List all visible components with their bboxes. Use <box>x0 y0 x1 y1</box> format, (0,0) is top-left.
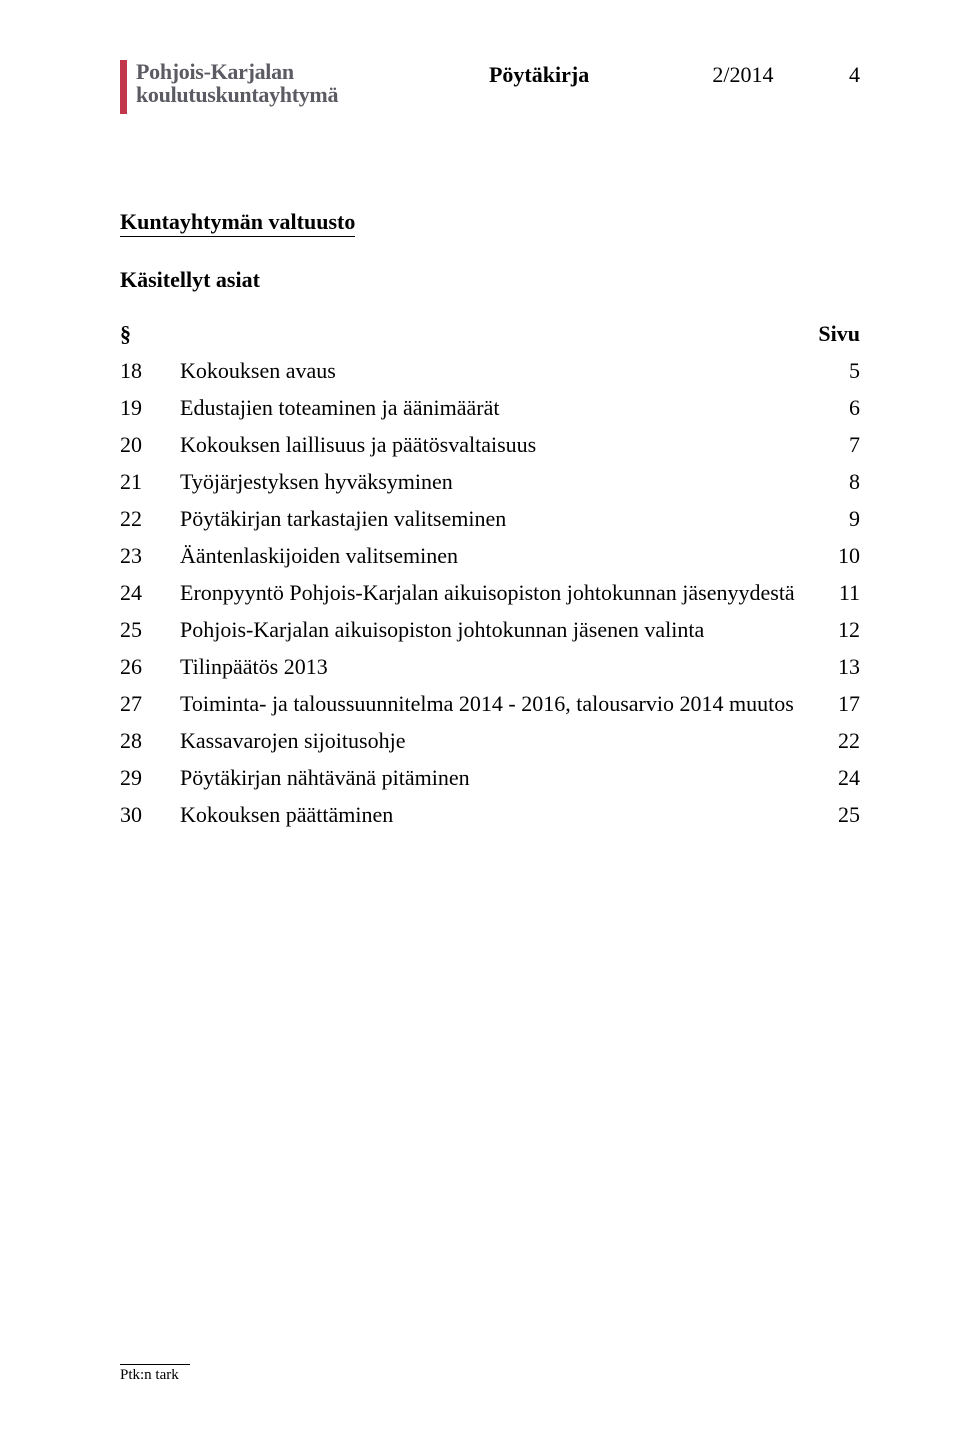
doc-number-block: 2/2014 4 <box>700 60 860 88</box>
toc-item-number: 19 <box>120 395 180 421</box>
document-page: Pohjois-Karjalan koulutuskuntayhtymä Pöy… <box>0 0 960 1449</box>
toc-row: 20Kokouksen laillisuus ja päätösvaltaisu… <box>120 432 860 458</box>
page-number: 4 <box>849 62 860 88</box>
toc-row: 27Toiminta- ja taloussuunnitelma 2014 - … <box>120 691 860 717</box>
toc-item-title: Pöytäkirjan nähtävänä pitäminen <box>180 765 800 791</box>
toc-item-page: 24 <box>800 765 860 791</box>
toc-item-number: 21 <box>120 469 180 495</box>
toc-item-title: Kokouksen avaus <box>180 358 800 384</box>
toc-item-number: 25 <box>120 617 180 643</box>
toc-item-page: 9 <box>800 506 860 532</box>
toc-row: 25Pohjois-Karjalan aikuisopiston johtoku… <box>120 617 860 643</box>
toc-body: 18Kokouksen avaus5 19Edustajien toteamine… <box>120 358 860 828</box>
toc-item-title: Työjärjestyksen hyväksyminen <box>180 469 800 495</box>
toc-row: 24Eronpyyntö Pohjois-Karjalan aikuisopis… <box>120 580 860 606</box>
toc-row: 26Tilinpäätös 201313 <box>120 654 860 680</box>
toc-row: 28Kassavarojen sijoitusohje22 <box>120 728 860 754</box>
logo-text: Pohjois-Karjalan koulutuskuntayhtymä <box>136 60 338 106</box>
toc-item-title: Pohjois-Karjalan aikuisopiston johtokunn… <box>180 617 800 643</box>
table-of-contents: § Sivu 18Kokouksen avaus5 19Edustajien to… <box>120 321 860 828</box>
doc-type: Pöytäkirja <box>338 60 700 88</box>
logo-line-1: Pohjois-Karjalan <box>136 60 338 83</box>
toc-row: 29Pöytäkirjan nähtävänä pitäminen24 <box>120 765 860 791</box>
toc-item-number: 29 <box>120 765 180 791</box>
toc-item-page: 10 <box>800 543 860 569</box>
toc-item-page: 6 <box>800 395 860 421</box>
doc-number: 2/2014 <box>712 62 773 87</box>
toc-item-number: 18 <box>120 358 180 384</box>
toc-row: 18Kokouksen avaus5 <box>120 358 860 384</box>
toc-item-page: 7 <box>800 432 860 458</box>
toc-item-page: 5 <box>800 358 860 384</box>
toc-item-number: 26 <box>120 654 180 680</box>
footer-rule <box>120 1364 190 1365</box>
toc-header-page: Sivu <box>800 321 860 347</box>
logo-accent-bar <box>120 60 127 114</box>
footer-text: Ptk:n tark <box>120 1367 179 1383</box>
toc-item-number: 20 <box>120 432 180 458</box>
toc-item-title: Edustajien toteaminen ja äänimäärät <box>180 395 800 421</box>
subheading: Käsitellyt asiat <box>120 267 860 293</box>
toc-row: 30Kokouksen päättäminen25 <box>120 802 860 828</box>
toc-item-number: 27 <box>120 691 180 717</box>
section-title-block: Kuntayhtymän valtuusto <box>120 209 860 237</box>
toc-item-title: Ääntenlaskijoiden valitseminen <box>180 543 800 569</box>
toc-header-symbol: § <box>120 321 180 347</box>
toc-item-title: Tilinpäätös 2013 <box>180 654 800 680</box>
toc-item-title: Kokouksen laillisuus ja päätösvaltaisuus <box>180 432 800 458</box>
section-title: Kuntayhtymän valtuusto <box>120 209 355 237</box>
toc-item-page: 13 <box>800 654 860 680</box>
toc-item-title: Toiminta- ja taloussuunnitelma 2014 - 20… <box>180 691 800 717</box>
toc-item-page: 8 <box>800 469 860 495</box>
toc-item-number: 28 <box>120 728 180 754</box>
toc-item-title: Kokouksen päättäminen <box>180 802 800 828</box>
toc-item-page: 12 <box>800 617 860 643</box>
toc-row: 23Ääntenlaskijoiden valitseminen10 <box>120 543 860 569</box>
toc-item-number: 24 <box>120 580 180 606</box>
toc-row: 21Työjärjestyksen hyväksyminen8 <box>120 469 860 495</box>
page-header: Pohjois-Karjalan koulutuskuntayhtymä Pöy… <box>120 60 860 114</box>
toc-row: 22Pöytäkirjan tarkastajien valitseminen9 <box>120 506 860 532</box>
toc-item-number: 22 <box>120 506 180 532</box>
toc-item-page: 11 <box>800 580 860 606</box>
toc-item-page: 22 <box>800 728 860 754</box>
toc-item-page: 25 <box>800 802 860 828</box>
toc-item-page: 17 <box>800 691 860 717</box>
toc-item-title: Kassavarojen sijoitusohje <box>180 728 800 754</box>
toc-item-number: 30 <box>120 802 180 828</box>
toc-header-row: § Sivu <box>120 321 860 347</box>
logo-line-2: koulutuskuntayhtymä <box>136 83 338 106</box>
toc-item-title: Eronpyyntö Pohjois-Karjalan aikuisopisto… <box>180 580 800 606</box>
footer: Ptk:n tark <box>120 1364 190 1384</box>
toc-header-title <box>180 321 800 347</box>
org-logo: Pohjois-Karjalan koulutuskuntayhtymä <box>120 60 338 114</box>
toc-item-title: Pöytäkirjan tarkastajien valitseminen <box>180 506 800 532</box>
toc-item-number: 23 <box>120 543 180 569</box>
toc-row: 19Edustajien toteaminen ja äänimäärät6 <box>120 395 860 421</box>
